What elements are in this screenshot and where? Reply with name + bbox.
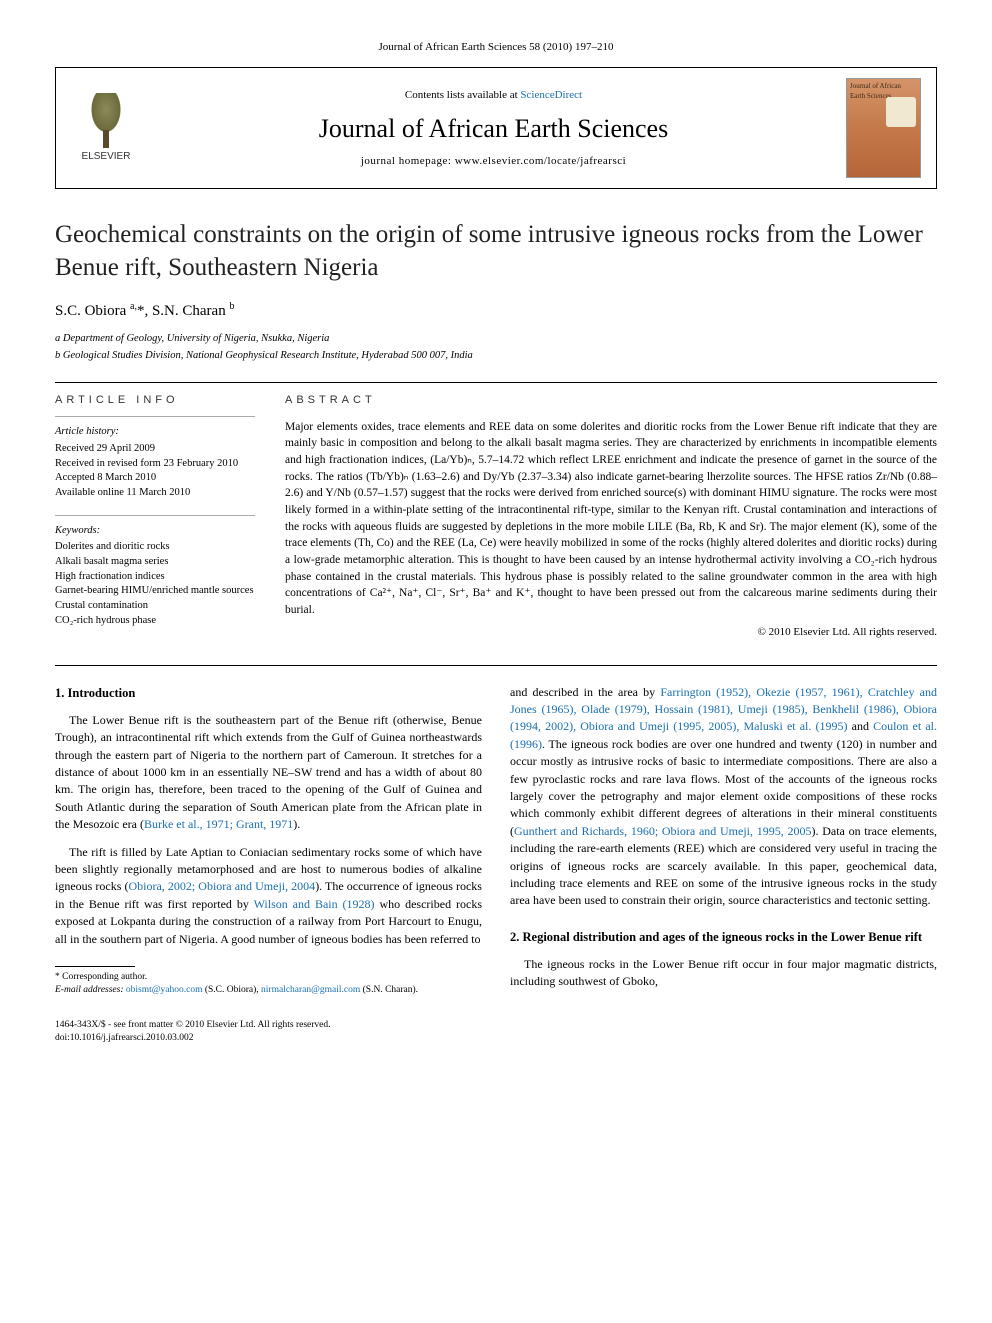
abstract-text: Major elements oxides, trace elements an… bbox=[285, 419, 937, 619]
section-heading-regional: 2. Regional distribution and ages of the… bbox=[510, 928, 937, 946]
history-item: Accepted 8 March 2010 bbox=[55, 471, 255, 486]
info-abstract-row: ARTICLE INFO Article history: Received 2… bbox=[55, 393, 937, 641]
page-footer: 1464-343X/$ - see front matter © 2010 El… bbox=[55, 1019, 937, 1046]
citation-link[interactable]: Obiora, 2002; Obiora and Umeji, 2004 bbox=[128, 879, 315, 893]
cover-map-icon bbox=[886, 97, 916, 127]
keyword-item: High fractionation indices bbox=[55, 570, 255, 585]
homepage-line: journal homepage: www.elsevier.com/locat… bbox=[141, 154, 846, 169]
abstract-copyright: © 2010 Elsevier Ltd. All rights reserved… bbox=[285, 625, 937, 641]
history-item: Received in revised form 23 February 201… bbox=[55, 457, 255, 472]
history-label: Article history: bbox=[55, 425, 255, 440]
doi: doi:10.1016/j.jafrearsci.2010.03.002 bbox=[55, 1032, 331, 1045]
contents-prefix: Contents lists available at bbox=[405, 89, 520, 101]
email-link-1[interactable]: obismt@yahoo.com bbox=[126, 985, 203, 995]
text: ). bbox=[293, 817, 300, 831]
keyword-item: Alkali basalt magma series bbox=[55, 555, 255, 570]
history-list: Received 29 April 2009Received in revise… bbox=[55, 442, 255, 501]
homepage-url[interactable]: www.elsevier.com/locate/jafrearsci bbox=[455, 155, 626, 167]
intro-continued: and described in the area by Farrington … bbox=[510, 684, 937, 910]
email-who-2: (S.N. Charan). bbox=[360, 985, 418, 995]
divider-thin bbox=[55, 515, 255, 516]
journal-cover-thumbnail: Journal of African Earth Sciences bbox=[846, 78, 921, 178]
keywords-list: Dolerites and dioritic rocksAlkali basal… bbox=[55, 540, 255, 628]
regional-p1: The igneous rocks in the Lower Benue rif… bbox=[510, 956, 937, 991]
header-center: Contents lists available at ScienceDirec… bbox=[141, 88, 846, 169]
affiliation: a Department of Geology, University of N… bbox=[55, 332, 937, 347]
journal-reference: Journal of African Earth Sciences 58 (20… bbox=[55, 40, 937, 55]
divider-thin bbox=[55, 416, 255, 417]
divider bbox=[55, 382, 937, 383]
keywords-label: Keywords: bbox=[55, 524, 255, 539]
email-link-2[interactable]: nirmalcharan@gmail.com bbox=[261, 985, 360, 995]
intro-p1: The Lower Benue rift is the southeastern… bbox=[55, 712, 482, 834]
footnote-rule bbox=[55, 966, 135, 967]
body-columns: 1. Introduction The Lower Benue rift is … bbox=[55, 684, 937, 1001]
abstract-column: ABSTRACT Major elements oxides, trace el… bbox=[285, 393, 937, 641]
divider bbox=[55, 665, 937, 666]
text: and bbox=[848, 719, 874, 733]
journal-header-box: ELSEVIER Contents lists available at Sci… bbox=[55, 67, 937, 189]
text: . The igneous rock bodies are over one h… bbox=[510, 737, 937, 838]
text: The Lower Benue rift is the southeastern… bbox=[55, 713, 482, 831]
sciencedirect-link[interactable]: ScienceDirect bbox=[520, 89, 582, 101]
history-item: Received 29 April 2009 bbox=[55, 442, 255, 457]
right-column: and described in the area by Farrington … bbox=[510, 684, 937, 1001]
footer-left: 1464-343X/$ - see front matter © 2010 El… bbox=[55, 1019, 331, 1046]
email-addresses: E-mail addresses: obismt@yahoo.com (S.C.… bbox=[55, 984, 482, 997]
keyword-item: Garnet-bearing HIMU/enriched mantle sour… bbox=[55, 584, 255, 599]
left-column: 1. Introduction The Lower Benue rift is … bbox=[55, 684, 482, 1001]
affiliations: a Department of Geology, University of N… bbox=[55, 332, 937, 363]
issn-copyright: 1464-343X/$ - see front matter © 2010 El… bbox=[55, 1019, 331, 1032]
citation-link[interactable]: Burke et al., 1971; Grant, 1971 bbox=[144, 817, 293, 831]
citation-link[interactable]: Gunthert and Richards, 1960; Obiora and … bbox=[514, 824, 811, 838]
authors: S.C. Obiora a,*, S.N. Charan b bbox=[55, 300, 937, 322]
citation-link[interactable]: Wilson and Bain (1928) bbox=[254, 897, 375, 911]
article-info-column: ARTICLE INFO Article history: Received 2… bbox=[55, 393, 255, 641]
emails-label: E-mail addresses: bbox=[55, 985, 126, 995]
page: Journal of African Earth Sciences 58 (20… bbox=[0, 0, 992, 1085]
corresponding-author: * Corresponding author. bbox=[55, 971, 482, 984]
keyword-item: CO₂-rich hydrous phase bbox=[55, 614, 255, 629]
journal-name: Journal of African Earth Sciences bbox=[141, 111, 846, 147]
intro-p2: The rift is filled by Late Aptian to Con… bbox=[55, 844, 482, 948]
history-item: Available online 11 March 2010 bbox=[55, 486, 255, 501]
publisher-name: ELSEVIER bbox=[82, 150, 131, 164]
article-title: Geochemical constraints on the origin of… bbox=[55, 219, 937, 284]
keyword-item: Dolerites and dioritic rocks bbox=[55, 540, 255, 555]
affiliation: b Geological Studies Division, National … bbox=[55, 349, 937, 364]
email-who-1: (S.C. Obiora), bbox=[202, 985, 261, 995]
abstract-heading: ABSTRACT bbox=[285, 393, 937, 409]
homepage-label: journal homepage: bbox=[361, 155, 455, 167]
keyword-item: Crustal contamination bbox=[55, 599, 255, 614]
text: and described in the area by bbox=[510, 685, 660, 699]
elsevier-logo: ELSEVIER bbox=[71, 93, 141, 164]
elsevier-tree-icon bbox=[81, 93, 131, 148]
contents-line: Contents lists available at ScienceDirec… bbox=[141, 88, 846, 103]
section-heading-intro: 1. Introduction bbox=[55, 684, 482, 702]
article-info-heading: ARTICLE INFO bbox=[55, 393, 255, 408]
